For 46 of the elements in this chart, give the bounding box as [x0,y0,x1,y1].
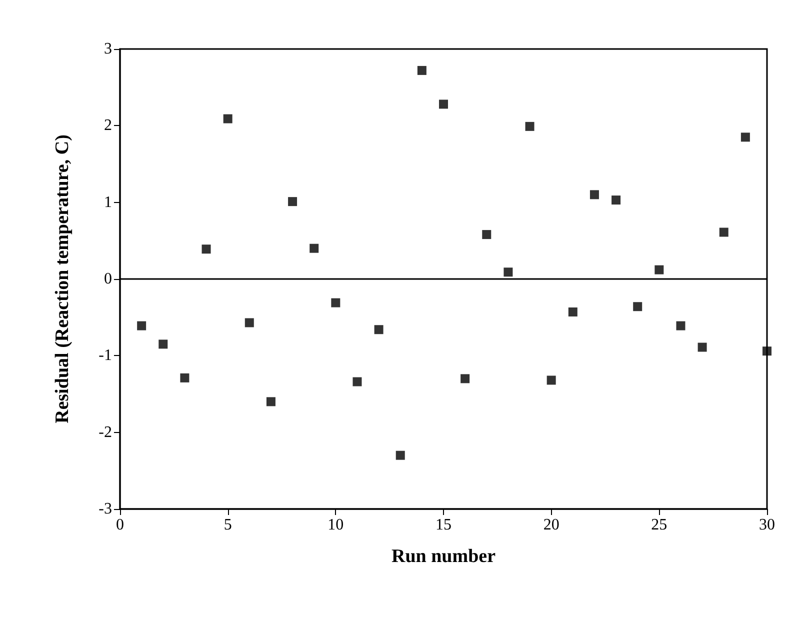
point [202,244,211,254]
point [374,325,384,334]
point [460,374,470,384]
point [633,302,642,312]
point [482,230,492,240]
x-tick-label: 15 [436,516,452,534]
y-axis-title: Residual (Reaction temperature, C) [52,134,73,424]
point [612,196,621,205]
y-tick-label: 0 [104,270,112,288]
point [310,244,319,253]
x-tick-label: 10 [328,516,344,534]
x-tick-label: 20 [543,516,560,534]
point [525,122,534,131]
point [288,197,298,206]
point [396,450,405,460]
point [590,190,599,200]
x-tick-label: 30 [759,516,775,534]
y-tick-label: 3 [104,40,112,58]
x-tick-label: 25 [651,516,668,534]
point [352,377,362,386]
y-tick-label: -3 [98,500,112,518]
point [137,321,146,330]
y-tick-label: -1 [98,347,112,364]
y-tick-label: -2 [98,424,112,441]
point [439,100,448,109]
point [676,321,686,330]
point [266,397,276,406]
point [417,66,426,75]
point [546,376,556,385]
y-tick-label: 1 [104,194,112,211]
x-tick-label: 5 [224,516,232,534]
point [719,228,728,237]
x-axis-title: Run number [392,546,496,567]
point [698,342,707,352]
point [762,346,772,356]
point [568,307,578,316]
point [158,340,168,349]
point [180,373,190,382]
x-tick-label: 0 [116,516,124,534]
point [331,298,340,308]
point [244,318,254,328]
point [654,265,664,274]
point [504,268,513,277]
y-tick-label: 2 [104,117,112,134]
point [223,114,232,124]
point [740,132,750,142]
